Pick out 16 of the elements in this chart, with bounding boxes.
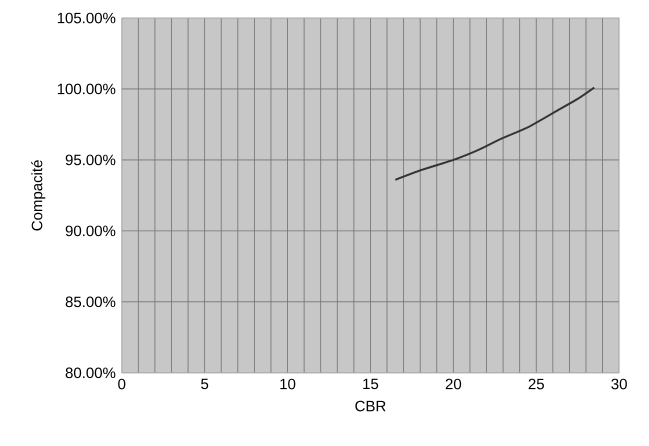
y-tick-label: 100.00% bbox=[58, 84, 116, 94]
x-tick-label: 20 bbox=[446, 378, 462, 390]
x-tick-label: 0 bbox=[118, 378, 126, 390]
x-tick-label: 25 bbox=[528, 378, 544, 390]
line-series bbox=[394, 86, 596, 181]
y-tick-label: 80.00% bbox=[66, 368, 116, 378]
y-tick-label: 105.00% bbox=[58, 12, 116, 24]
x-tick-label: 15 bbox=[363, 378, 378, 390]
y-tick-label: 95.00% bbox=[66, 154, 116, 166]
x-tick-label: 5 bbox=[201, 378, 208, 390]
y-tick-label: 90.00% bbox=[66, 226, 116, 236]
y-tick-label: 85.00% bbox=[66, 296, 116, 308]
x-tick-label: 10 bbox=[280, 378, 296, 390]
x-axis-title: CBR bbox=[355, 400, 386, 412]
y-axis-title: Compacité bbox=[31, 160, 46, 231]
x-tick-label: 30 bbox=[611, 378, 627, 390]
